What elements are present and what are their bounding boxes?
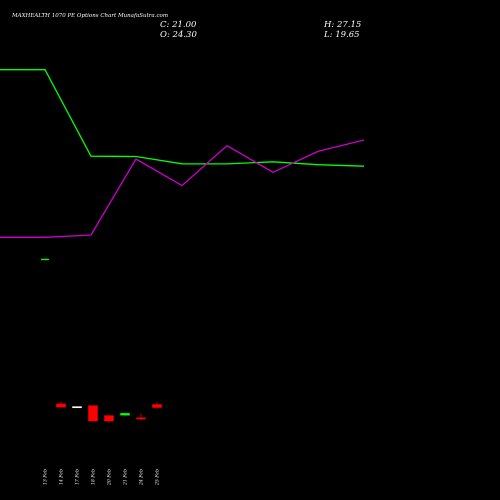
candle-body xyxy=(104,415,114,422)
candle xyxy=(104,415,114,423)
x-tick-label: 17 Feb xyxy=(75,469,81,485)
x-tick-label: 14 Feb xyxy=(59,469,65,485)
candle xyxy=(120,412,130,416)
open-value: O: 24.30 xyxy=(160,30,197,40)
candle xyxy=(136,413,146,421)
low-value: L: 19.65 xyxy=(323,30,360,40)
candle xyxy=(152,401,162,409)
candle-body xyxy=(72,406,82,409)
indicator-lines xyxy=(0,69,365,238)
candle-body xyxy=(88,405,98,422)
candle xyxy=(56,401,66,408)
candle-body xyxy=(136,417,146,420)
candle xyxy=(72,406,82,409)
candle-body xyxy=(152,404,162,408)
candlesticks xyxy=(56,401,162,423)
x-tick-label: 18 Feb xyxy=(91,469,97,485)
indicator-line-1 xyxy=(0,69,365,167)
high-value: H: 27.15 xyxy=(323,20,361,30)
close-value: C: 21.00 xyxy=(160,20,197,30)
x-axis-ticks: 13 Feb 14 Feb 17 Feb 18 Feb 20 Feb 21 Feb 24 F… xyxy=(43,469,161,486)
chart-title: MAXHEALTH 1070 PE Options Chart MunafaSu… xyxy=(11,13,168,19)
x-tick-label: 21 Feb xyxy=(123,469,129,486)
candle xyxy=(88,405,98,422)
x-tick-label: 20 Feb xyxy=(107,469,113,486)
x-tick-label: 25 Feb xyxy=(155,469,161,486)
x-tick-label: 24 Feb xyxy=(139,469,145,486)
x-tick-label: 13 Feb xyxy=(43,469,49,485)
candle-body xyxy=(120,413,130,416)
candle-body xyxy=(56,403,66,408)
indicator-line-2 xyxy=(0,139,365,238)
